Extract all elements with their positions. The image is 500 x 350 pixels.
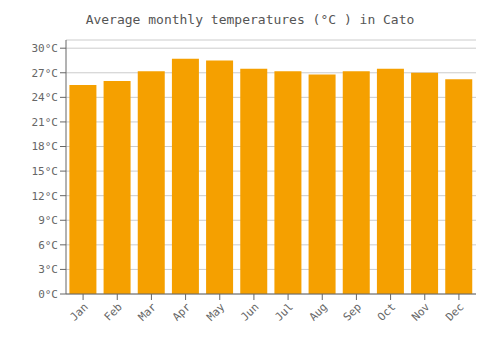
svg-text:9°C: 9°C bbox=[38, 214, 58, 227]
svg-text:Mar: Mar bbox=[136, 300, 160, 324]
html-text:Average monthly temperatures (: Average monthly temperatures (°C ) in Ca… bbox=[85, 12, 415, 27]
svg-text:Jan: Jan bbox=[67, 300, 90, 323]
svg-text:Jul: Jul bbox=[272, 300, 295, 323]
svg-text:Aug: Aug bbox=[307, 300, 330, 323]
svg-text:Feb: Feb bbox=[102, 300, 125, 323]
svg-text:3°C: 3°C bbox=[38, 263, 58, 276]
svg-text:Sep: Sep bbox=[341, 300, 364, 323]
svg-text:18°C: 18°C bbox=[32, 140, 59, 153]
svg-text:30°C: 30°C bbox=[32, 42, 59, 55]
svg-text:Jun: Jun bbox=[238, 300, 261, 323]
svg-text:Dec: Dec bbox=[443, 300, 466, 323]
svg-text:0°C: 0°C bbox=[38, 288, 58, 301]
svg-text:Oct: Oct bbox=[375, 300, 398, 323]
svg-text:21°C: 21°C bbox=[32, 116, 59, 129]
svg-text:6°C: 6°C bbox=[38, 239, 58, 252]
svg-text:27°C: 27°C bbox=[32, 67, 59, 80]
svg-text:24°C: 24°C bbox=[32, 91, 59, 104]
svg-text:Apr: Apr bbox=[170, 300, 194, 324]
svg-text:12°C: 12°C bbox=[32, 190, 59, 203]
svg-text:15°C: 15°C bbox=[32, 165, 59, 178]
svg-text:Nov: Nov bbox=[409, 300, 433, 324]
svg-text:May: May bbox=[204, 300, 228, 324]
